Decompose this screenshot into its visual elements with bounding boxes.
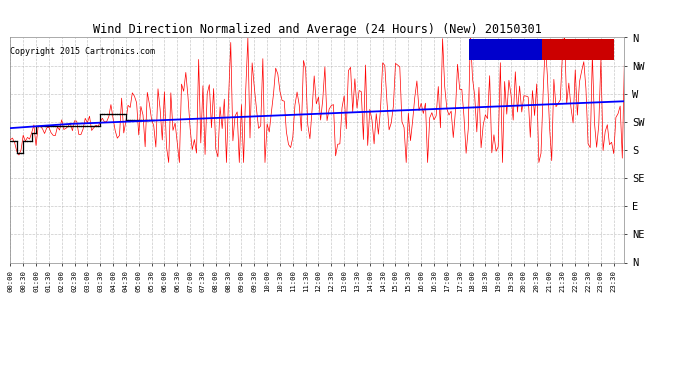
Text: Average: Average (473, 45, 508, 54)
Text: Direction: Direction (545, 45, 590, 54)
Title: Wind Direction Normalized and Average (24 Hours) (New) 20150301: Wind Direction Normalized and Average (2… (93, 23, 542, 36)
Text: Copyright 2015 Cartronics.com: Copyright 2015 Cartronics.com (10, 47, 155, 56)
